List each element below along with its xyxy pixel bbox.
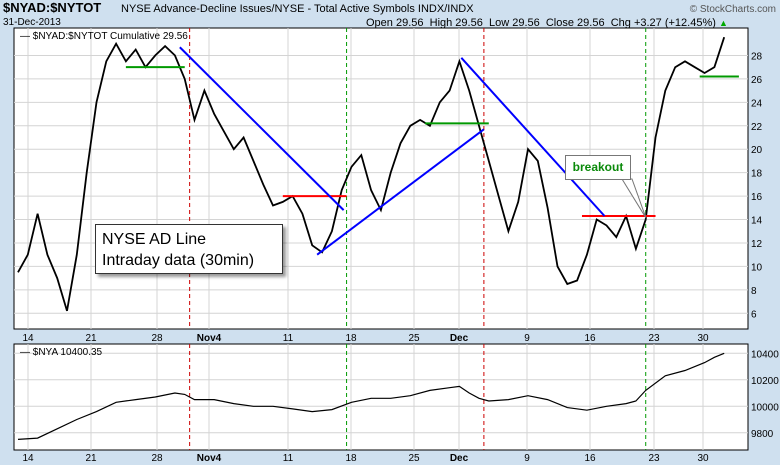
stat-low: Low 29.56 [488, 17, 540, 29]
stat-high: High 29.56 [429, 17, 483, 29]
x-tick-label: 16 [584, 333, 596, 344]
x-tick-label: 11 [283, 333, 294, 344]
x-tick-label: 14 [22, 453, 34, 464]
x-tick-label: 11 [283, 453, 294, 464]
annotation-line-1: NYSE AD Line [102, 231, 207, 248]
stat-close: Close 29.56 [545, 17, 605, 29]
legend-lower: — $NYA 10400.35 [20, 347, 103, 358]
x-tick-label: Dec [450, 453, 469, 464]
y-tick-label: 14 [751, 216, 763, 227]
annotation-box: NYSE AD Line Intraday data (30min) [95, 224, 283, 274]
stat-change: Chg +3.27 (+12.45%) [610, 17, 716, 29]
x-tick-label: 30 [697, 333, 709, 344]
x-tick-label: 25 [408, 333, 420, 344]
price-stats: Open 29.56 High 29.56 Low 29.56 Close 29… [366, 17, 728, 29]
panel-main [13, 27, 749, 330]
y-tick-label: 10400 [751, 349, 779, 360]
series-line-lower [17, 352, 725, 440]
y-tick-label: 12 [751, 239, 763, 250]
series-line-main [17, 36, 726, 312]
y-tick-label: 28 [751, 51, 763, 62]
x-tick-label: 25 [408, 453, 420, 464]
y-tick-label: 10 [751, 262, 763, 273]
y-tick-label: 9800 [751, 429, 774, 440]
legend-main: — $NYAD:$NYTOT Cumulative 29.56 [20, 31, 188, 42]
y-tick-label: 6 [751, 309, 757, 320]
y-tick-label: 8 [751, 286, 757, 297]
y-tick-label: 26 [751, 75, 763, 86]
y-tick-label: 24 [751, 98, 763, 109]
y-tick-label: 18 [751, 169, 763, 180]
y-tick-label: 22 [751, 122, 763, 133]
trendline-up [316, 128, 485, 256]
y-tick-label: 20 [751, 145, 763, 156]
x-tick-label: Dec [450, 333, 469, 344]
x-tick-label: 14 [22, 333, 34, 344]
panel-lower [13, 343, 749, 451]
y-tick-label: 16 [751, 192, 763, 203]
y-tick-label: 10200 [751, 376, 779, 387]
up-arrow-icon: ▲ [718, 18, 728, 28]
x-tick-label: 16 [584, 453, 596, 464]
x-tick-label: 9 [524, 453, 530, 464]
copyright: © StockCharts.com [689, 4, 776, 15]
x-tick-label: 30 [697, 453, 709, 464]
x-tick-label: 23 [648, 333, 660, 344]
x-tick-label: 23 [648, 453, 660, 464]
x-tick-label: 18 [345, 333, 357, 344]
x-tick-label: 21 [85, 453, 97, 464]
x-tick-label: 18 [345, 453, 357, 464]
chart-date: 31-Dec-2013 [3, 17, 61, 28]
annotation-line-2: Intraday data (30min) [102, 252, 255, 269]
x-tick-label: Nov4 [197, 333, 222, 344]
x-tick-label: 9 [524, 333, 530, 344]
x-tick-label: 28 [151, 333, 163, 344]
x-tick-label: Nov4 [197, 453, 222, 464]
x-tick-label: 21 [85, 333, 97, 344]
chart-description: NYSE Advance-Decline Issues/NYSE - Total… [121, 3, 474, 15]
stat-open: Open 29.56 [366, 17, 424, 29]
x-tick-label: 28 [151, 453, 163, 464]
y-tick-label: 10000 [751, 402, 779, 413]
trendline-down-2 [460, 57, 606, 217]
breakout-callout: breakout [565, 155, 631, 180]
ticker-title: $NYAD:$NYTOT [3, 0, 102, 15]
trendline-down-1 [179, 46, 345, 211]
